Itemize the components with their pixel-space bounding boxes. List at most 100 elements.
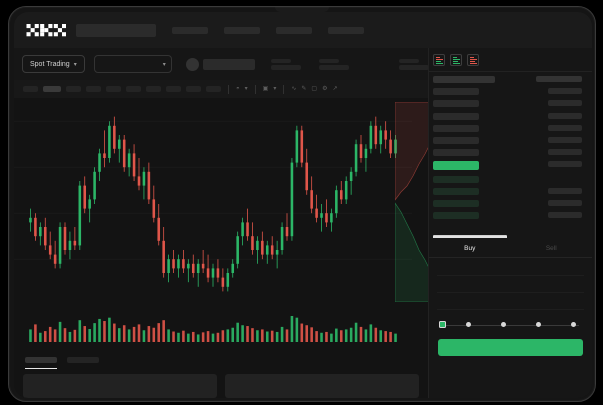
orderbook-mode-asks[interactable] [467, 54, 479, 66]
chart-type-icon[interactable]: ▣ [262, 86, 269, 92]
orderbook-mode-switcher [429, 48, 592, 72]
volume-svg [29, 316, 397, 342]
chevron-down-icon: ▾ [73, 61, 77, 68]
tab-sell[interactable]: Sell [511, 240, 593, 257]
volume-chart [14, 302, 428, 350]
toolbar-divider [254, 84, 256, 94]
slider-track [442, 324, 579, 326]
device-frame: Spot Trading ▾ ▾ [8, 6, 596, 402]
orderbook-trade-panel: Buy Sell [428, 48, 592, 398]
table-row[interactable] [429, 187, 592, 195]
orderbook-col-amount [536, 76, 582, 82]
table-row[interactable] [429, 100, 592, 108]
market-stat-2 [398, 58, 429, 70]
chevron-down-icon: ▾ [162, 61, 166, 68]
amount-percent-slider[interactable] [439, 320, 582, 330]
orderbook-price [433, 149, 479, 157]
table-row[interactable] [429, 112, 592, 120]
device-notch [275, 7, 329, 12]
interval-button-3[interactable] [86, 86, 101, 92]
interval-button-9[interactable] [206, 86, 221, 92]
interval-button-1[interactable] [43, 86, 61, 92]
header-nav-item-4[interactable] [328, 26, 364, 34]
fullscreen-icon[interactable]: ↗ [332, 86, 338, 92]
device-screen: Spot Trading ▾ ▾ [14, 12, 592, 398]
orderbook-price [433, 136, 479, 144]
orderbook-mode-both[interactable] [433, 54, 445, 66]
slider-node-100[interactable] [571, 322, 576, 327]
search-input[interactable] [76, 23, 156, 37]
trading-mode-dropdown[interactable]: Spot Trading ▾ [22, 55, 85, 73]
orderbook-header-row [429, 76, 592, 83]
bottom-tab-label [25, 357, 57, 363]
camera-icon[interactable]: ▢ [311, 86, 318, 92]
trendline-icon[interactable]: ∿ [291, 86, 297, 92]
toolbar-divider [228, 84, 229, 94]
candlestick-chart[interactable] [14, 98, 428, 302]
bottom-panels [14, 374, 428, 398]
market-stat-value [398, 64, 429, 70]
chevron-down-icon[interactable]: ▾ [244, 86, 248, 92]
slider-node-75[interactable] [536, 322, 541, 327]
interval-button-6[interactable] [146, 86, 161, 92]
orderbook-col-price [433, 76, 495, 83]
pencil-icon[interactable]: ✎ [301, 86, 307, 92]
header-nav-item-1[interactable] [172, 26, 208, 34]
orderbook-amount [548, 187, 582, 194]
orderbook-amount [548, 124, 582, 131]
orderbook-price [433, 88, 479, 96]
interval-button-5[interactable] [126, 86, 141, 92]
orderbook-price [433, 112, 479, 120]
orderbook-amount [548, 88, 582, 95]
interval-button-0[interactable] [23, 86, 38, 92]
orderbook-amount [548, 136, 582, 143]
orderbook-amount [548, 149, 582, 156]
pair-select-dropdown[interactable]: ▾ [93, 55, 172, 73]
settings-icon[interactable]: ⚙ [322, 86, 328, 92]
order-price-field[interactable] [437, 263, 584, 276]
market-stat-value [270, 64, 301, 70]
interval-button-4[interactable] [106, 86, 121, 92]
market-stat-label [270, 58, 291, 63]
indicator-icon[interactable]: ◓ [236, 86, 240, 92]
slider-node-50[interactable] [501, 322, 506, 327]
orderbook-amount [548, 161, 582, 168]
bottom-panel-0[interactable] [23, 374, 217, 398]
interval-button-2[interactable] [66, 86, 81, 92]
chevron-down-icon[interactable]: ▾ [273, 86, 277, 92]
interval-button-7[interactable] [166, 86, 181, 92]
market-stat-label [398, 58, 419, 63]
header-nav-item-3[interactable] [276, 26, 312, 34]
table-row[interactable] [429, 175, 592, 183]
table-row[interactable] [429, 88, 592, 96]
bottom-panel-1[interactable] [225, 374, 419, 398]
orderbook-amount [548, 176, 582, 182]
bottom-tab-1[interactable] [67, 357, 99, 363]
buy-submit-button[interactable] [438, 339, 583, 356]
trading-mode-label: Spot Trading [30, 60, 70, 68]
slider-handle[interactable] [439, 321, 446, 328]
tab-buy[interactable]: Buy [429, 236, 511, 257]
pair-avatar [185, 57, 199, 71]
header-nav-item-2[interactable] [224, 26, 260, 34]
tab-buy-label: Buy [464, 245, 476, 252]
slider-node-25[interactable] [466, 322, 471, 327]
table-row[interactable] [429, 136, 592, 144]
orderbook-price [433, 124, 479, 132]
orderbook-rows[interactable] [429, 72, 592, 240]
order-total-field[interactable] [437, 297, 584, 310]
orderbook-mode-bids[interactable] [450, 54, 462, 66]
bottom-tab-0[interactable] [25, 357, 57, 369]
market-stat-value [318, 64, 349, 70]
bottom-tab-label [67, 357, 99, 363]
okx-logo-icon[interactable] [26, 23, 66, 37]
orderbook-amount [548, 100, 582, 107]
table-row[interactable] [429, 199, 592, 207]
pair-name [202, 58, 255, 70]
table-row[interactable] [429, 212, 592, 220]
table-row[interactable] [429, 124, 592, 132]
order-amount-field[interactable] [437, 280, 584, 293]
table-row[interactable] [429, 149, 592, 157]
interval-button-8[interactable] [186, 86, 201, 92]
